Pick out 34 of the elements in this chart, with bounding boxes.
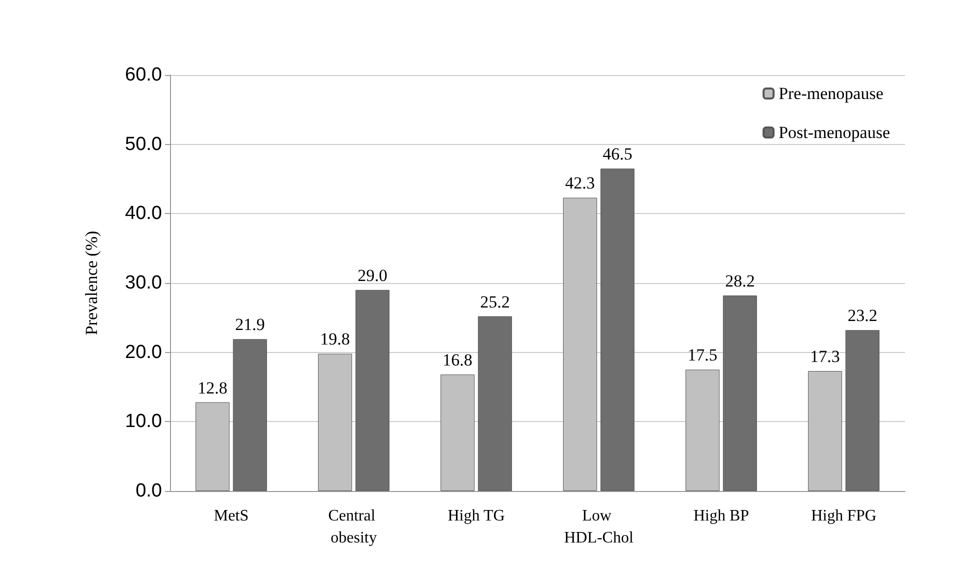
data-label: 29.0: [358, 266, 388, 285]
x-tick-label: High TG: [448, 508, 506, 524]
legend-label: Pre-menopause: [778, 84, 884, 103]
data-label: 19.8: [320, 330, 350, 349]
data-label: 12.8: [198, 378, 228, 398]
y-tick-label: 60.0: [125, 64, 162, 86]
data-label: 16.8: [442, 350, 472, 370]
data-label: 23.2: [848, 306, 878, 326]
bar: [600, 168, 634, 491]
data-label: 46.5: [602, 144, 632, 164]
y-tick-label: 50.0: [125, 134, 162, 155]
data-label: 17.5: [688, 346, 718, 365]
bar: [355, 290, 390, 491]
y-tick-label: 30.0: [125, 272, 162, 294]
y-tick-label: 20.0: [125, 342, 162, 363]
y-tick-label: 40.0: [125, 203, 162, 224]
x-tick-label: MetS: [214, 508, 249, 524]
bar: [478, 316, 512, 491]
legend-label: Post-menopause: [778, 123, 890, 142]
x-tick-label: High BP: [693, 508, 750, 524]
data-label: 21.9: [235, 315, 265, 334]
x-tick-label: High FPG: [811, 508, 877, 524]
data-label: 42.3: [565, 174, 595, 193]
data-label: 25.2: [480, 292, 510, 312]
y-tick-label: 10.0: [125, 411, 162, 432]
bar: [722, 295, 757, 491]
x-tick-label: Central obesity: [328, 508, 380, 546]
y-tick-label: 0.0: [136, 480, 162, 502]
data-label: 17.3: [810, 347, 840, 366]
y-axis-title: Prevalence (%): [82, 230, 101, 336]
data-label: 28.2: [725, 271, 755, 290]
bar: [845, 330, 880, 491]
x-tick-label: Low HDL-Chol: [564, 508, 634, 546]
bar: [232, 339, 267, 491]
